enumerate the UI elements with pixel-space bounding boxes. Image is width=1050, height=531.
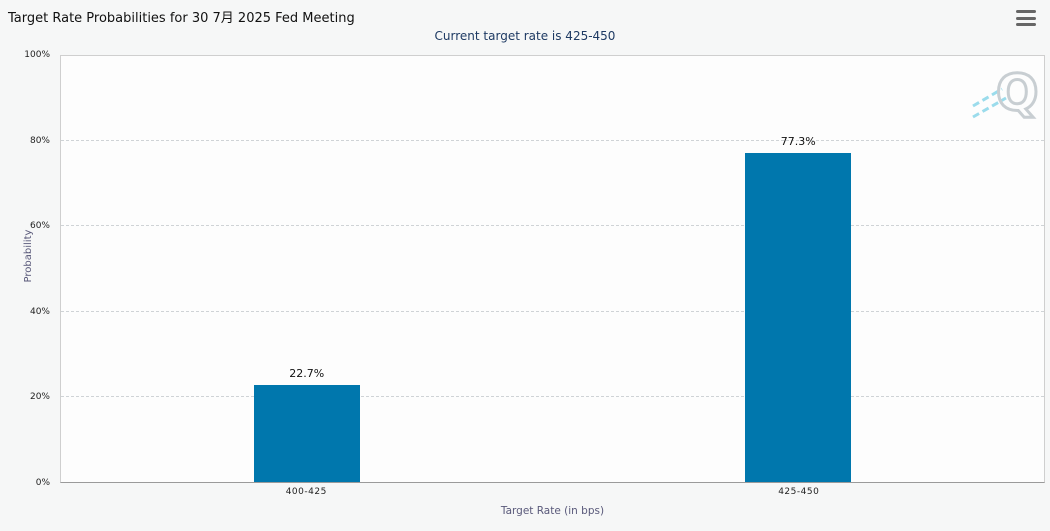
quikstrike-q-logo: Q: [972, 62, 1040, 124]
hamburger-bar: [1016, 16, 1036, 20]
gridline: [61, 140, 1044, 142]
bar-value-label: 22.7%: [289, 367, 325, 381]
x-axis-ticks: 400-425 425-450: [60, 487, 1045, 501]
y-tick-label: 20%: [29, 392, 50, 403]
gridline: [61, 310, 1044, 312]
y-tick-label: 0%: [35, 478, 50, 488]
y-tick-label: 100%: [24, 50, 50, 60]
y-axis-ticks: 0% 20% 40% 60% 80% 100%: [0, 50, 56, 488]
plot-area: Q 22.7% 77.3%: [60, 55, 1045, 483]
gridline: [61, 395, 1044, 397]
hamburger-bar: [1016, 10, 1036, 13]
bar-value-label: 77.3%: [780, 134, 816, 148]
gridline: [61, 225, 1044, 227]
bar-400-425[interactable]: [253, 385, 360, 482]
y-tick-label: 60%: [29, 221, 50, 232]
x-tick-label: 400-425: [285, 487, 327, 497]
svg-text:Q: Q: [996, 64, 1038, 122]
y-tick-label: 40%: [29, 306, 50, 317]
bar-425-450[interactable]: [745, 152, 852, 482]
x-axis-title: Target Rate (in bps): [500, 505, 605, 517]
chart-subtitle: Current target rate is 425-450: [434, 29, 616, 43]
hamburger-bar: [1016, 23, 1036, 26]
x-tick-label: 425-450: [778, 487, 820, 497]
chart-title: Target Rate Probabilities for 30 7月 2025…: [8, 11, 355, 26]
y-tick-label: 80%: [29, 135, 50, 146]
hamburger-menu-icon[interactable]: [1016, 10, 1036, 26]
